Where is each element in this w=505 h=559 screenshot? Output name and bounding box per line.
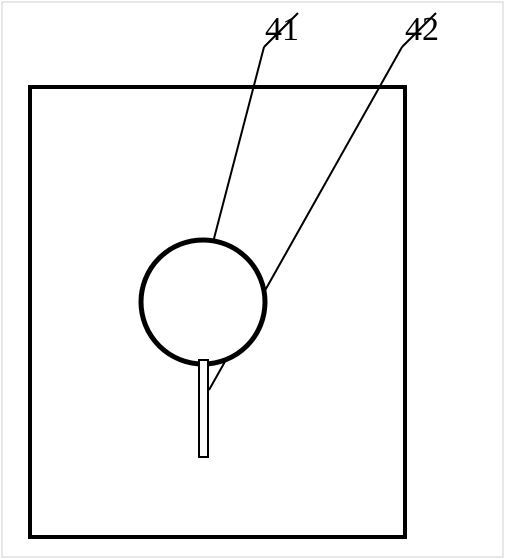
stem-node-42 — [199, 360, 208, 457]
label-41: 41 — [265, 11, 299, 48]
label-42: 42 — [405, 11, 439, 48]
circle-node-41 — [141, 240, 265, 364]
technical-diagram: 41 42 — [0, 0, 505, 559]
